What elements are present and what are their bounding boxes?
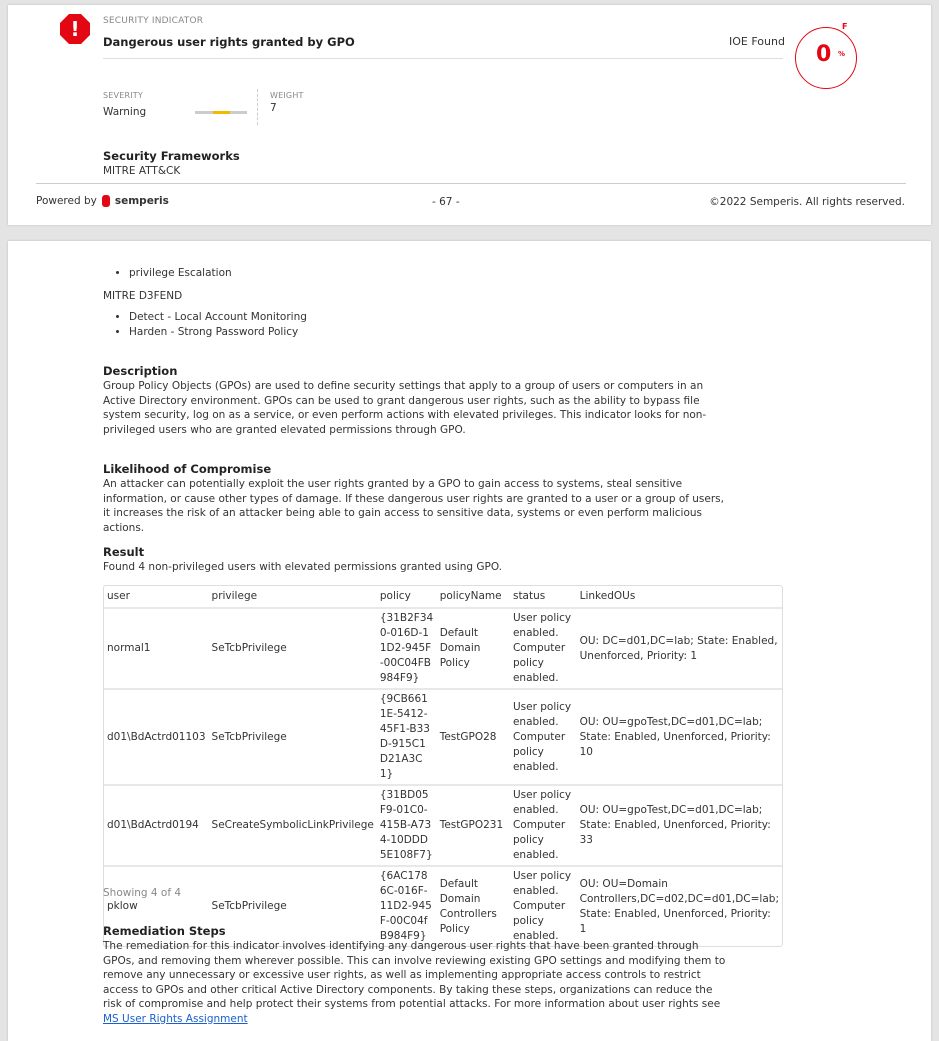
description-title: Description [103, 364, 178, 378]
footer-divider [36, 183, 906, 184]
table-row: d01\BdActrd01103 SeTcbPrivilege {9CB6611E-… [104, 689, 782, 786]
cell-policy-name: Default Domain Policy [436, 608, 510, 690]
cell-policy: {31B2F340-016D-11D2-945F-00C04FB984F9} [376, 608, 437, 690]
table-row: d01\BdActrd0194 SeCreateSymbolicLinkPrivi… [104, 785, 782, 867]
grade: F [842, 22, 848, 31]
cell-user: d01\BdActrd01103 [104, 689, 209, 786]
powered-by: Powered by semperis [36, 195, 169, 207]
d3fend-list: Detect - Local Account Monitoring Harden… [103, 310, 307, 340]
cell-status: User policy enabled. Computer policy ena… [512, 870, 572, 942]
description-text: Group Policy Objects (GPOs) are used to … [103, 380, 707, 436]
col-linkedous: LinkedOUs [576, 586, 782, 609]
framework-d3fend: MITRE D3FEND [103, 290, 183, 302]
cell-linked-ous: OU: DC=d01,DC=lab; State: Enabled, Unenf… [576, 608, 782, 690]
attack-list: privilege Escalation [103, 266, 232, 281]
cell-user: pklow [107, 900, 138, 912]
result-title: Result [103, 545, 145, 559]
page-number: - 67 - [432, 196, 460, 208]
cell-privilege: SeTcbPrivilege [208, 608, 377, 690]
col-policy: policy [376, 586, 437, 609]
cell-linked-ous: OU: OU=gpoTest,DC=d01,DC=lab; State: Ena… [576, 689, 782, 786]
cell-policy: {9CB6611E-5412-45F1-B33D-915C1D21A3C1} [376, 689, 437, 786]
cell-policy: {31BD05F9-01C0-415B-A734-10DDD5E108F7} [376, 785, 437, 867]
remediation-title: Remediation Steps [103, 924, 226, 938]
copyright: ©2022 Semperis. All rights reserved. [709, 196, 905, 208]
cell-policy: {6AC1786C-016F-11D2-945F-00C04fB984F9} [379, 870, 432, 942]
remediation-text: The remediation for this indicator invol… [103, 939, 728, 1026]
score-gauge: 0 % F [795, 22, 857, 89]
severity-bar [195, 111, 247, 114]
cell-privilege: SeCreateSymbolicLinkPrivilege [208, 785, 377, 867]
list-item: privilege Escalation [129, 266, 232, 281]
divider [103, 58, 783, 59]
cell-linked-ous: OU: OU=gpoTest,DC=d01,DC=lab; State: Ena… [576, 785, 782, 867]
cell-privilege: SeTcbPrivilege [208, 689, 377, 786]
powered-by-label: Powered by [36, 195, 97, 207]
table-row: normal1 SeTcbPrivilege {31B2F340-016D-11D2… [104, 608, 782, 690]
score-value: 0 [816, 42, 832, 67]
indicator-title: Dangerous user rights granted by GPO [103, 35, 355, 49]
likelihood-title: Likelihood of Compromise [103, 462, 272, 476]
divider [257, 89, 258, 125]
section-label: SECURITY INDICATOR [103, 16, 204, 26]
list-item: Detect - Local Account Monitoring [129, 310, 307, 325]
list-item: Harden - Strong Password Policy [129, 325, 307, 340]
severity-value: Warning [103, 106, 147, 118]
semperis-logo-icon [101, 195, 110, 207]
framework-attack: MITRE ATT&CK [103, 165, 181, 177]
table-row: pklow SeTcbPrivilege {6AC1786C-016F-11D2-9… [104, 866, 782, 946]
frameworks-title: Security Frameworks [103, 149, 240, 163]
result-text: Found 4 non-privileged users with elevat… [103, 561, 503, 573]
report-page-67: ! SECURITY INDICATOR Dangerous user righ… [8, 5, 931, 225]
cell-policy-name: TestGPO231 [436, 785, 510, 867]
col-policyname: policyName [436, 586, 510, 609]
col-privilege: privilege [208, 586, 377, 609]
brand-name: semperis [114, 195, 169, 207]
remediation-body: The remediation for this indicator invol… [103, 940, 726, 1010]
cell-user: normal1 [104, 608, 209, 690]
score-unit: % [838, 50, 846, 58]
cell-policy-name: TestGPO28 [436, 689, 510, 786]
likelihood-text: An attacker can potentially exploit the … [103, 478, 724, 534]
severity-label: SEVERITY [103, 91, 143, 100]
cell-privilege: SeTcbPrivilege [211, 900, 287, 912]
weight-label: WEIGHT [270, 91, 304, 100]
ioe-found-label: IOE Found [729, 35, 785, 48]
col-user: user [104, 586, 209, 609]
cell-user: d01\BdActrd0194 [104, 785, 209, 867]
cell-policy-name: Default Domain Controllers Policy [439, 877, 497, 935]
cell-linked-ous: OU: OU=Domain Controllers,DC=d02,DC=d01,… [579, 877, 779, 935]
ms-user-rights-link[interactable]: MS User Rights Assignment [103, 1012, 248, 1025]
showing-count: Showing 4 of 4 [103, 887, 182, 899]
col-status: status [509, 586, 577, 609]
weight-value: 7 [270, 102, 277, 114]
cell-status: User policy enabled. Computer policy ena… [509, 608, 577, 690]
cell-status: User policy enabled. Computer policy ena… [509, 785, 577, 867]
report-page-68: privilege Escalation MITRE D3FEND Detect… [8, 241, 931, 1041]
alert-stop-icon: ! [60, 14, 90, 44]
cell-status: User policy enabled. Computer policy ena… [509, 689, 577, 786]
result-table: user privilege policy policyName status … [103, 585, 783, 947]
